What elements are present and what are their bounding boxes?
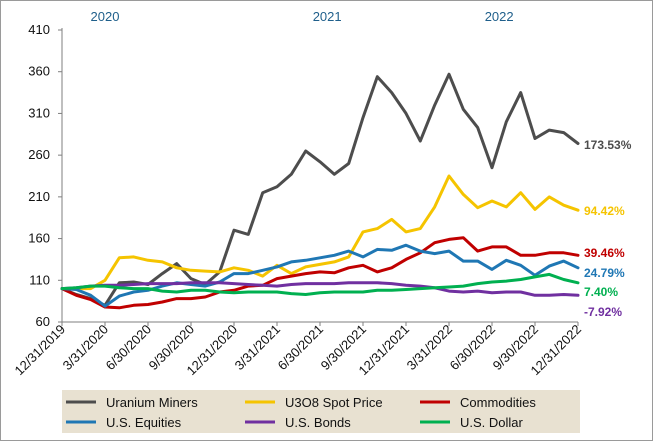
y-tick-label: 310	[28, 105, 50, 120]
legend-entry-2: Commodities	[460, 395, 536, 410]
year-label: 2020	[91, 9, 120, 24]
series-line-1	[60, 174, 580, 291]
end-label-3: 24.79%	[584, 266, 625, 280]
series-group	[60, 72, 580, 310]
end-label-1: 94.42%	[584, 204, 625, 218]
legend-entry-1: U3O8 Spot Price	[285, 395, 383, 410]
y-tick-label: 360	[28, 64, 50, 79]
series-line-3	[60, 243, 580, 308]
series-line-4	[60, 281, 580, 297]
legend-background	[62, 390, 580, 433]
legend-entry-4: U.S. Bonds	[285, 415, 351, 430]
year-label: 2021	[313, 9, 342, 24]
y-tick-label: 260	[28, 147, 50, 162]
legend-entry-0: Uranium Miners	[106, 395, 198, 410]
end-labels: 173.53% 94.42% 39.46% 24.79% -7.92% 7.40%	[584, 138, 632, 319]
end-label-5: 7.40%	[584, 285, 618, 299]
y-tick-label: 160	[28, 231, 50, 246]
year-label: 2022	[485, 9, 514, 24]
series-line-2	[60, 236, 580, 310]
end-label-4: -7.92%	[584, 305, 622, 319]
y-tick-label: 110	[29, 272, 50, 287]
y-tick-label: 210	[28, 189, 50, 204]
y-tick-label: 60	[36, 314, 50, 329]
series-line-5	[60, 272, 580, 296]
legend-entry-5: U.S. Dollar	[460, 415, 524, 430]
end-label-2: 39.46%	[584, 246, 625, 260]
end-label-0: 173.53%	[584, 138, 632, 152]
legend: Uranium Miners U3O8 Spot Price Commodities…	[62, 390, 580, 433]
y-tick-label: 410	[28, 22, 50, 37]
legend-entry-3: U.S. Equities	[106, 415, 182, 430]
